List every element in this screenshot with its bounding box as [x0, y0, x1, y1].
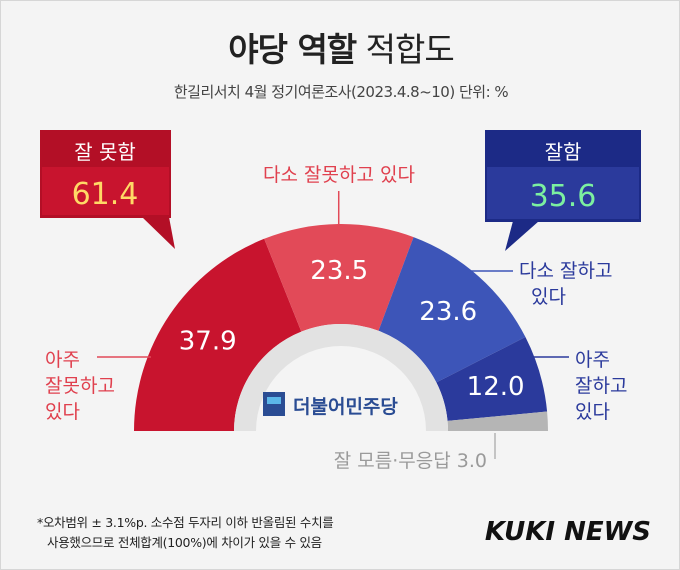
callout-positive: 잘함 35.6 — [485, 130, 641, 251]
arc-very-good — [436, 337, 548, 421]
arc-segments — [134, 223, 548, 431]
label-very-bad-1: 아주 — [45, 349, 80, 371]
label-very-bad-3: 있다 — [45, 401, 80, 423]
callout-positive-value-bg — [487, 167, 639, 219]
slice-labels: 다소 잘못하고 있다 아주 잘못하고 있다 다소 잘하고 있다 아주 잘하고 있… — [45, 164, 627, 472]
value-very-bad: 37.9 — [179, 327, 237, 357]
callout-negative: 잘 못함 61.4 — [40, 130, 175, 249]
title-bold: 야당 역할 — [228, 30, 357, 69]
value-very-good: 12.0 — [467, 372, 525, 402]
label-somewhat-good-2: 있다 — [531, 286, 566, 308]
label-somewhat-bad: 다소 잘못하고 있다 — [263, 164, 415, 186]
inner-ring — [234, 324, 448, 431]
callout-negative-pointer — [142, 217, 175, 249]
page-subtitle: 한길리서치 4월 정기여론조사(2023.4.8~10) 단위: % — [173, 83, 509, 101]
callout-positive-value: 35.6 — [530, 179, 597, 214]
party-logo-text: 더불어민주당 — [293, 396, 398, 418]
arc-unknown — [447, 411, 548, 431]
footnote: *오차범위 ± 3.1%p. 소수점 두자리 이하 반올림된 수치를 사용했으므… — [37, 513, 334, 553]
arc-somewhat-good — [378, 237, 526, 383]
footnote-line-1: *오차범위 ± 3.1%p. 소수점 두자리 이하 반올림된 수치를 — [37, 515, 334, 530]
label-unknown: 잘 모름·무응답 3.0 — [334, 450, 487, 472]
label-very-good-1: 아주 — [575, 349, 610, 371]
label-somewhat-good-1: 다소 잘하고 — [519, 260, 612, 282]
brand-logo: KUKI NEWS — [484, 517, 651, 547]
page-title: 야당 역할 적합도 — [1, 23, 679, 71]
callout-positive-label: 잘함 — [545, 140, 582, 164]
callout-negative-value-bg — [42, 167, 169, 215]
title-light: 적합도 — [365, 30, 455, 69]
label-very-good-3: 있다 — [575, 401, 610, 423]
callout-positive-pointer — [505, 221, 539, 251]
callout-negative-label: 잘 못함 — [74, 140, 136, 164]
value-somewhat-good: 23.6 — [419, 297, 477, 327]
arc-very-bad — [134, 238, 302, 431]
leader-lines — [97, 191, 569, 459]
callout-negative-value: 61.4 — [72, 177, 139, 212]
label-very-good-2: 잘하고 — [575, 375, 627, 397]
party-logo-icon-stripe — [267, 397, 281, 404]
value-somewhat-bad: 23.5 — [310, 256, 368, 286]
label-very-bad-2: 잘못하고 — [45, 375, 115, 397]
arc-somewhat-bad — [264, 223, 414, 332]
segment-values: 37.9 23.5 23.6 12.0 — [179, 256, 525, 402]
footnote-line-2: 사용했으므로 전체합계(100%)에 차이가 있을 수 있음 — [47, 535, 322, 550]
party-logo: 더불어민주당 — [263, 392, 398, 418]
